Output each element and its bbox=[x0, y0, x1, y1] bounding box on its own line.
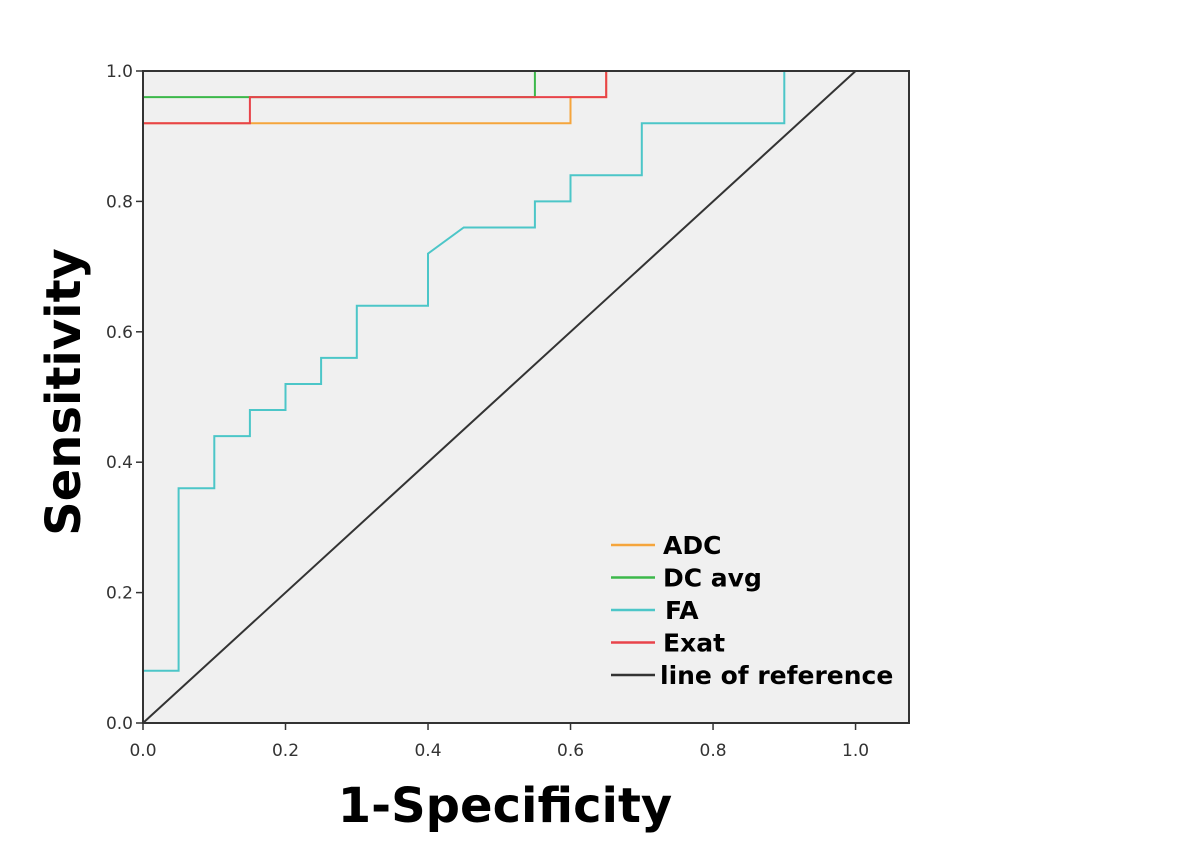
y-axis-title: Sensitivity bbox=[36, 248, 92, 536]
y-tick-label: 0.2 bbox=[106, 584, 133, 604]
y-axis-ticks: 0.0 0.2 0.4 0.6 0.8 1.0 bbox=[106, 62, 143, 734]
y-tick-label: 0.0 bbox=[106, 714, 133, 734]
plot-background bbox=[143, 71, 909, 723]
legend-label: line of reference bbox=[660, 661, 893, 690]
legend-label: FA bbox=[665, 596, 699, 625]
y-tick-label: 0.6 bbox=[106, 323, 133, 343]
x-tick-label: 0.0 bbox=[129, 741, 156, 761]
x-tick-label: 1.0 bbox=[842, 741, 869, 761]
plot-frame bbox=[142, 70, 910, 724]
y-tick-label: 0.4 bbox=[106, 453, 133, 473]
y-tick-label: 0.8 bbox=[106, 192, 133, 212]
legend-label: ADC bbox=[663, 531, 721, 560]
x-tick-label: 0.6 bbox=[557, 741, 584, 761]
legend: ADC DC avg FA Exat line of reference bbox=[611, 531, 893, 690]
series-line-line-of-reference bbox=[142, 70, 857, 724]
series-line-fa bbox=[142, 70, 856, 723]
legend-label: DC avg bbox=[663, 564, 762, 593]
x-tick-label: 0.8 bbox=[700, 741, 727, 761]
legend-label: Exat bbox=[663, 629, 725, 658]
x-axis-ticks: 0.0 0.2 0.4 0.6 0.8 1.0 bbox=[129, 723, 869, 761]
x-tick-label: 0.2 bbox=[272, 741, 299, 761]
x-axis-title: 1-Specificity bbox=[338, 778, 672, 834]
x-tick-label: 0.4 bbox=[414, 741, 441, 761]
y-tick-label: 1.0 bbox=[106, 62, 133, 82]
